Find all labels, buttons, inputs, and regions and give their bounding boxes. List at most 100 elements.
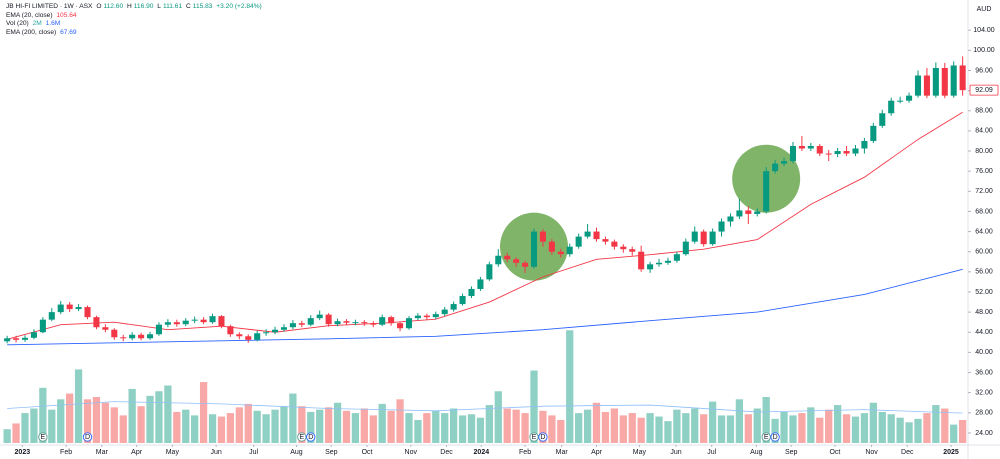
x-tick-label: Mar [96,449,109,456]
candle-body [673,254,680,261]
candle-body [450,304,457,310]
x-tick-label: Feb [60,449,72,456]
candle-body [584,231,591,237]
y-tick-label: 56.00 [975,269,993,276]
y-tick-label: 80.00 [975,148,993,155]
candle-body [129,334,136,339]
candle-body [298,323,305,325]
candle-body [638,251,645,270]
volume-bar [610,408,619,443]
candle-body [513,259,520,263]
volume-bar [369,415,377,443]
event-label: E [299,434,304,441]
candle-body [316,314,323,319]
candle-body [21,337,29,340]
candle-body [272,329,279,333]
volume-bar [244,403,252,443]
volume-bar [708,401,717,443]
volume-bar [432,410,440,443]
candle-body [504,255,511,260]
candle-body [432,314,439,318]
y-tick-label: 32.00 [975,390,993,397]
x-tick-label: 2023 [15,449,31,456]
volume-bar [717,415,726,443]
candle-body [897,100,904,102]
legend-row: EMA (20, close) 105.64 [6,12,264,21]
candle-body [48,312,55,320]
indicator-value: 2M [32,20,42,28]
candle-body [414,315,421,319]
volume-bar [851,416,860,443]
volume-bar [83,399,92,443]
volume-bar [959,420,967,443]
x-tick-label: Nov [865,449,878,456]
candle-body [745,210,752,214]
volume-bar [298,406,306,443]
indicator-value: 1.6M [45,20,61,28]
y-tick-label: 84.00 [975,128,993,135]
volume-bar [869,402,877,443]
event-label: D [85,434,90,441]
x-tick-label: May [633,449,647,456]
event-marker [538,432,548,442]
x-tick-label: Jun [670,449,681,456]
ema-line [7,268,963,346]
y-tick-label: 40.00 [975,349,993,356]
x-tick-label: Aug [750,449,763,456]
ema-line [7,111,963,340]
x-tick-label: Oct [829,449,840,456]
candle-body [727,216,734,222]
volume-bar [557,420,565,443]
volume-bar [923,413,931,443]
candle-body [102,327,109,330]
candle-body [914,75,922,96]
candle-body [388,317,395,324]
candle-body [397,323,404,329]
volume-bar [637,417,645,443]
volume-bar [74,369,83,443]
volume-bar [700,414,708,443]
volume-bar [458,415,467,443]
event-label: E [41,434,46,441]
change: +3.20 (+2.84%) [216,3,262,10]
volume-bar [833,405,842,443]
candle-body [798,145,805,149]
x-tick-label: Oct [362,449,373,456]
candle-body [530,231,538,267]
currency-label: AUD [977,6,992,13]
candle-body [539,231,546,242]
candle-body [361,322,368,324]
x-tick-label: Apr [131,449,143,456]
legend-row: Vol (20) 2M 1.6M [6,20,264,29]
event-marker [761,432,771,442]
y-tick-label: 64.00 [975,228,993,235]
candle-body [611,241,618,247]
volume-bar [280,406,288,443]
volume-bar [735,399,744,443]
candle-body [906,95,913,101]
volume-bar [333,402,342,443]
ohlc-key: H [126,3,132,10]
candle-body [84,307,91,318]
volume-bar [664,421,672,443]
candle-body [289,323,296,328]
candle-body [575,236,582,247]
candle-body [441,309,448,315]
candle-body [691,231,698,242]
last-price-label: 92.09 [975,87,993,94]
candle-body [468,288,475,297]
candle-body [75,307,82,310]
volume-bar [316,409,324,443]
candle-body [557,251,564,255]
volume-bar [414,420,422,443]
indicator-value: 105.64 [56,11,77,19]
candle-body [736,210,743,217]
volume-bar [842,414,851,443]
volume-bar [673,409,681,443]
volume-bar [405,413,413,443]
x-tick-label: 2024 [474,449,490,456]
x-tick-label: Jul [249,449,258,456]
candle-body [343,321,350,323]
volume-bar [387,410,395,443]
volume-ma-line [7,401,963,414]
